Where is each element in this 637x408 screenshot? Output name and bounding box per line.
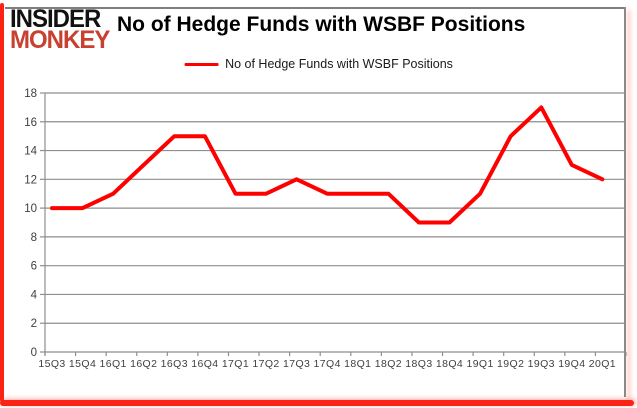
x-axis-label: 16Q1 bbox=[100, 358, 127, 370]
series-line bbox=[50, 105, 605, 225]
x-axis-label: 15Q4 bbox=[69, 358, 96, 370]
legend-label: No of Hedge Funds with WSBF Positions bbox=[225, 57, 453, 71]
y-axis-label: 14 bbox=[24, 146, 37, 158]
x-axis-label: 19Q1 bbox=[466, 358, 493, 370]
y-axis-label: 2 bbox=[31, 318, 37, 330]
x-axis-label: 15Q3 bbox=[38, 358, 65, 370]
frame-right-border bbox=[624, 7, 626, 397]
logo-line-insider: INSIDER bbox=[10, 4, 101, 34]
y-axis-label: 8 bbox=[31, 232, 37, 244]
x-axis-label: 19Q2 bbox=[497, 358, 524, 370]
x-axis-label: 16Q4 bbox=[191, 358, 218, 370]
y-axis-label: 0 bbox=[31, 347, 37, 359]
frame-left-border bbox=[0, 3, 4, 402]
chart-legend: No of Hedge Funds with WSBF Positions bbox=[184, 57, 453, 71]
x-axis-label: 19Q3 bbox=[528, 358, 555, 370]
frame-top-border bbox=[5, 7, 626, 9]
insider-monkey-logo: INSIDER MONKEY bbox=[10, 4, 118, 55]
y-axis-label: 6 bbox=[31, 261, 37, 273]
x-axis-label: 16Q2 bbox=[130, 358, 157, 370]
logo-line-monkey: MONKEY bbox=[10, 25, 110, 55]
y-axis-label: 10 bbox=[24, 203, 37, 215]
frame-bottom-border bbox=[0, 400, 634, 406]
x-axis-label: 17Q2 bbox=[252, 358, 279, 370]
x-axis-label: 18Q3 bbox=[405, 358, 432, 370]
y-axis-label: 16 bbox=[24, 117, 37, 129]
x-axis-label: 19Q4 bbox=[558, 358, 585, 370]
y-axis-label: 18 bbox=[24, 88, 37, 100]
chart-title: No of Hedge Funds with WSBF Positions bbox=[117, 13, 526, 36]
legend-line-swatch bbox=[184, 62, 219, 66]
x-axis-label: 17Q3 bbox=[283, 358, 310, 370]
x-axis-label: 18Q2 bbox=[375, 358, 402, 370]
y-axis-label: 12 bbox=[24, 174, 37, 186]
x-axis-label: 16Q3 bbox=[161, 358, 188, 370]
x-axis-label: 18Q1 bbox=[344, 358, 371, 370]
x-axis-label: 18Q4 bbox=[436, 358, 463, 370]
x-axis-label: 17Q1 bbox=[222, 358, 249, 370]
y-axis-label: 4 bbox=[31, 289, 38, 301]
x-axis-label: 17Q4 bbox=[314, 358, 341, 370]
x-axis-label: 20Q1 bbox=[589, 358, 616, 370]
